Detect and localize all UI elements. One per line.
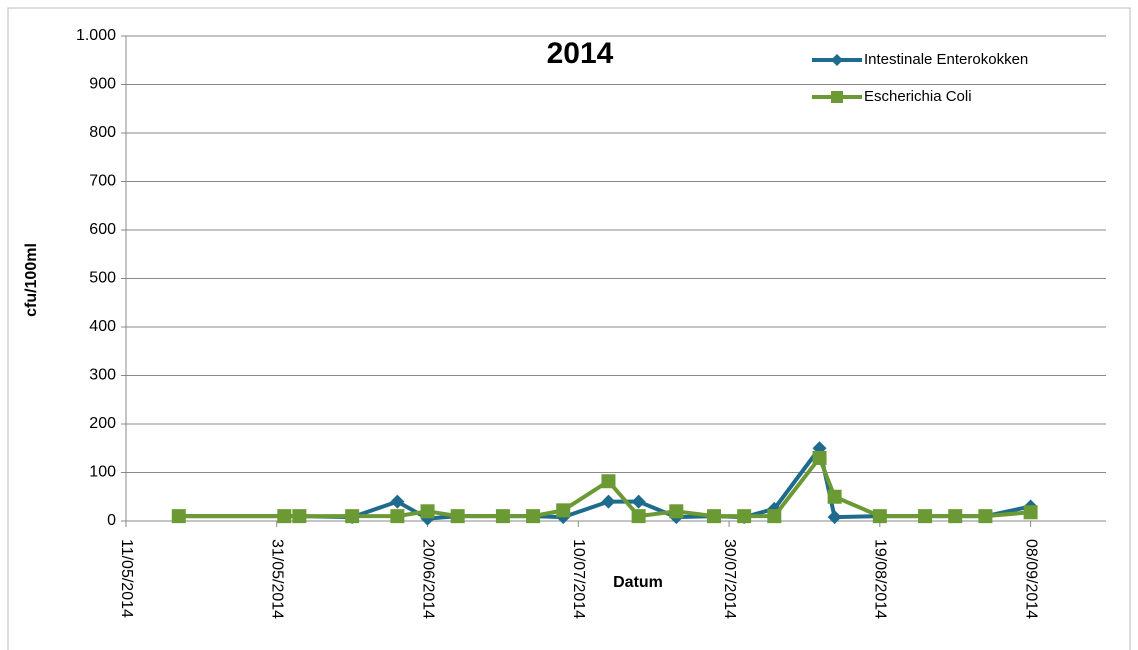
y-axis-label: cfu/100ml (23, 243, 40, 317)
point (827, 489, 842, 504)
legend-marker (831, 54, 843, 66)
x-tick-label: 11/05/2014 (118, 539, 135, 618)
point (277, 509, 292, 524)
point (872, 509, 887, 524)
legend-label: Escherichia Coli (864, 88, 972, 105)
y-tick-label: 600 (89, 221, 116, 238)
legend-marker (831, 91, 843, 103)
y-tick-label: 1.000 (76, 27, 116, 44)
x-tick-label: 31/05/2014 (269, 539, 286, 619)
point (812, 450, 827, 465)
point (526, 509, 541, 524)
point (420, 504, 435, 519)
point (390, 494, 405, 509)
point (292, 509, 307, 524)
point (827, 510, 842, 525)
point (707, 509, 721, 524)
x-tick-label: 10/07/2014 (570, 539, 587, 619)
y-tick-label: 700 (89, 173, 116, 190)
point (1023, 505, 1038, 520)
legend-label: Intestinale Enterokokken (864, 51, 1028, 68)
point (601, 494, 616, 509)
point (918, 509, 933, 524)
point (556, 503, 571, 518)
point (171, 509, 186, 524)
x-tick-label: 19/08/2014 (872, 539, 889, 619)
x-tick-label: 30/07/2014 (721, 539, 738, 619)
y-tick-label: 400 (89, 318, 116, 335)
point (495, 509, 510, 524)
point (631, 509, 646, 524)
chart-title: 2014 (547, 37, 614, 70)
x-tick-label: 20/06/2014 (419, 539, 436, 619)
point (767, 509, 782, 524)
y-tick-label: 800 (89, 124, 116, 141)
y-tick-label: 100 (89, 464, 116, 481)
point (345, 509, 360, 524)
y-tick-label: 500 (89, 270, 116, 287)
point (669, 504, 684, 519)
point (601, 474, 616, 489)
y-tick-label: 200 (89, 415, 116, 432)
x-axis-label: Datum (613, 574, 663, 591)
point (737, 509, 752, 524)
point (450, 509, 465, 524)
y-tick-label: 300 (89, 367, 116, 384)
x-tick-label: 08/09/2014 (1022, 539, 1039, 619)
point (978, 509, 993, 524)
y-tick-label: 900 (89, 76, 116, 93)
point (631, 494, 646, 509)
point (390, 509, 405, 524)
y-tick-label: 0 (107, 512, 116, 529)
point (948, 509, 963, 524)
chart-border (7, 7, 1131, 650)
